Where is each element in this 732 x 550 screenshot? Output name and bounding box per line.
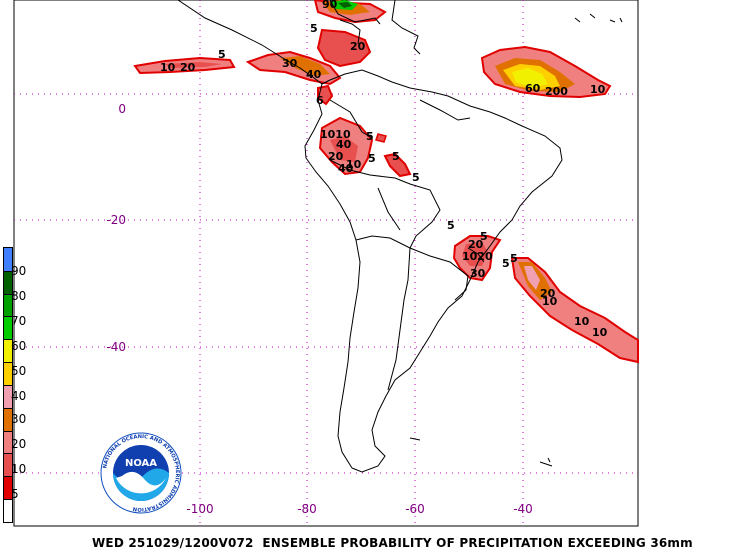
precip-area-colombia: [316, 28, 372, 68]
contour-label: 40: [338, 162, 354, 175]
contour-label: 60: [525, 82, 541, 95]
contour-label: 6: [316, 94, 324, 107]
colorbar-swatch: [3, 338, 13, 364]
contour-label: 5: [366, 130, 374, 143]
colorbar-label: 30: [11, 412, 27, 426]
latitude-label: 0: [118, 102, 126, 116]
contour-label: 30: [470, 267, 486, 280]
contour-label: 5: [218, 48, 226, 61]
colorbar-label: 10: [11, 462, 27, 476]
contour-label: 30: [282, 57, 298, 70]
contour-labels: 5 10 20 30 40 90 60 200 10 20 5 6 1010 4…: [160, 0, 608, 339]
contour-label: 90: [322, 0, 338, 11]
contour-label: 10: [542, 295, 558, 308]
longitude-label: -80: [297, 502, 317, 516]
noaa-logo: NOAA NATIONAL OCEANIC AND ATMOSPHERIC AD…: [100, 432, 182, 514]
contour-label: 5: [480, 230, 488, 243]
colorbar-label: 50: [11, 364, 27, 378]
colorbar-swatch: [3, 269, 13, 295]
contour-label: 40: [336, 138, 352, 151]
latitude-label: -20: [106, 213, 126, 227]
precip-areas: [133, 0, 639, 364]
contour-label: 5: [502, 257, 510, 270]
colorbar-label: 60: [11, 339, 27, 353]
precip-area-central-america: [245, 50, 342, 86]
contour-label: 200: [545, 85, 568, 98]
longitude-label: -60: [405, 502, 425, 516]
colorbar-label: 90: [11, 264, 27, 278]
contour-label: 10: [590, 83, 606, 96]
contour-label: 10: [592, 326, 608, 339]
colorbar-swatch: [3, 361, 13, 386]
contour-label: 1020: [462, 250, 493, 263]
contour-label: 10: [160, 61, 176, 74]
contour-label: 10: [346, 158, 362, 171]
colorbar-swatch: [3, 475, 13, 501]
map-border: [13, 0, 639, 527]
contour-label: 10: [574, 315, 590, 328]
contour-label: 40: [306, 68, 322, 81]
colorbar-swatch: [3, 247, 13, 272]
contour-label: 5: [310, 22, 318, 35]
colorbar-label: 80: [11, 289, 27, 303]
colorbar-swatch: [3, 384, 13, 409]
longitude-label: -100: [186, 502, 214, 516]
colorbar-swatch: [3, 429, 13, 455]
longitude-label: -40: [513, 502, 533, 516]
colorbar-swatch: [3, 452, 13, 478]
colorbar-swatch: [3, 292, 13, 318]
contour-label: 5: [447, 219, 455, 232]
logo-text: NOAA: [125, 458, 157, 469]
contour-label: 5: [392, 150, 400, 163]
colorbar-label: 40: [11, 389, 27, 403]
contour-label: 5: [368, 152, 376, 165]
contour-label: 5: [412, 171, 420, 184]
latitude-label: -40: [106, 340, 126, 354]
contour-label: 20: [468, 238, 484, 251]
colorbar-swatch: [3, 406, 13, 432]
contour-label: 20: [350, 40, 366, 53]
colorbar-label: 20: [11, 437, 27, 451]
contour-label: 20: [328, 150, 344, 163]
contour-label: 20: [540, 287, 556, 300]
colorbar-label: 5: [11, 487, 19, 501]
contour-label: 5: [510, 252, 518, 265]
colorbar-swatch: [3, 315, 13, 341]
contour-label: 20: [180, 61, 196, 74]
colorbar-swatch: [3, 498, 13, 523]
coastlines: [177, 0, 623, 473]
colorbar-label: 70: [11, 314, 27, 328]
map-footer-caption: WED 251029/1200V072 ENSEMBLE PROBABILITY…: [92, 536, 693, 550]
contour-label: 1010: [320, 128, 351, 141]
